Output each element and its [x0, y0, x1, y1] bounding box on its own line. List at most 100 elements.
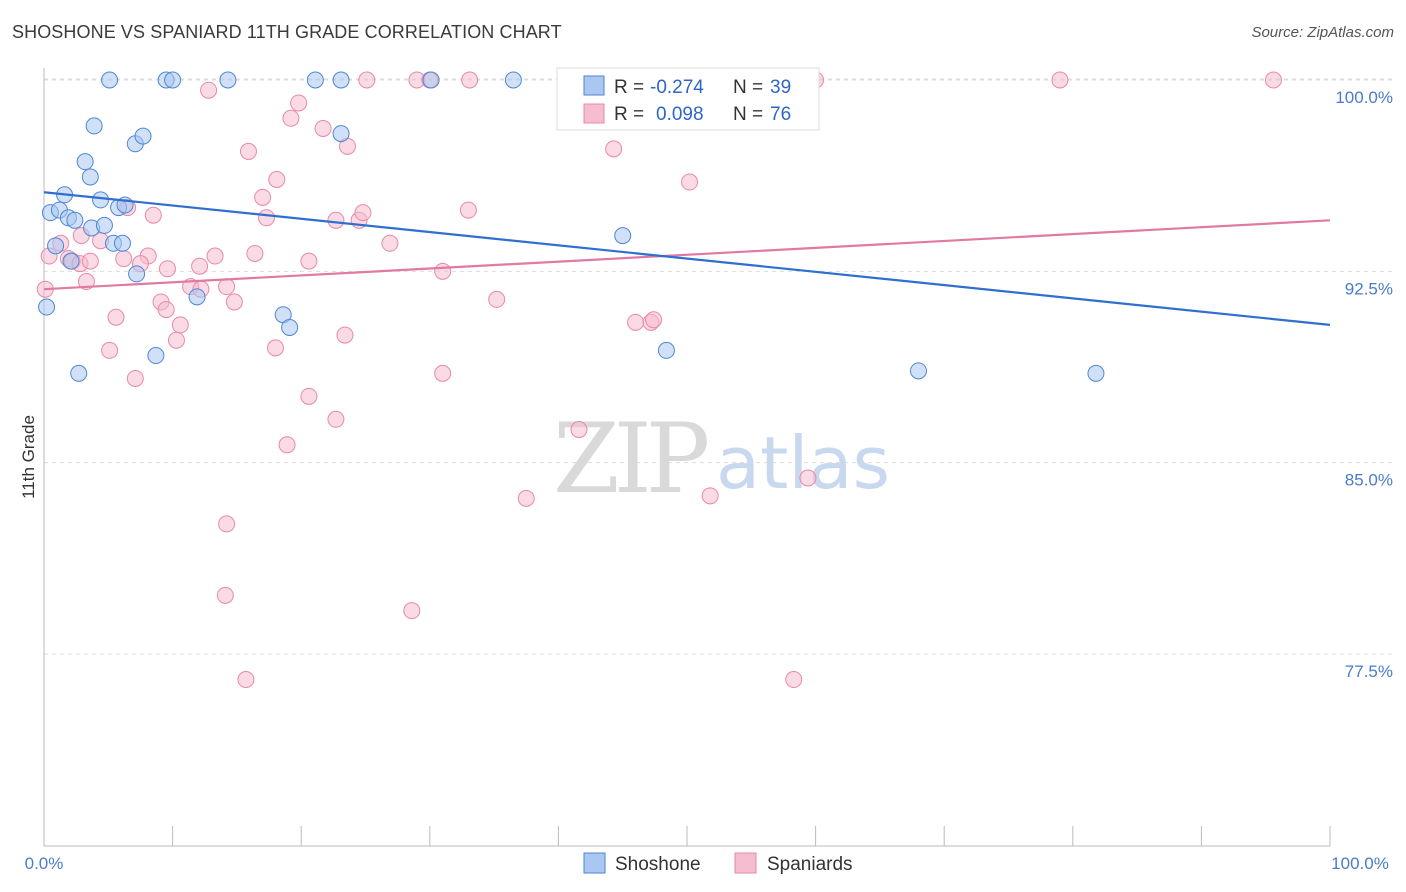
spaniards-point [570, 421, 588, 439]
trendline-spaniards [43, 219, 1331, 291]
legend-swatch-spaniards [583, 103, 605, 124]
legend-r-value-shoshone: -0.274 [650, 77, 704, 98]
spaniards-point [206, 247, 224, 265]
spaniards-point [358, 71, 376, 89]
shoshone-point [219, 71, 237, 89]
y-tick-label: 92.5% [1345, 279, 1393, 298]
spaniards-point [107, 308, 125, 326]
watermark-atlas: atlas [716, 421, 890, 505]
shoshone-point [134, 127, 152, 145]
spaniards-point [218, 515, 236, 533]
spaniards-point [627, 313, 645, 331]
spaniards-point [605, 140, 623, 158]
shoshone-point [85, 117, 103, 135]
shoshone-point [95, 216, 113, 234]
x-axis-ticks [43, 826, 1331, 846]
y-tick-label: 77.5% [1345, 662, 1393, 681]
shoshone-point [1087, 364, 1105, 382]
spaniards-point [1051, 71, 1069, 89]
watermark: ZIP atlas [553, 403, 890, 515]
series-legend: Shoshone Spaniards [583, 852, 853, 875]
spaniards-point [488, 290, 506, 308]
spaniards-point [115, 250, 133, 268]
shoshone-point [164, 71, 182, 89]
spaniards-point [1264, 71, 1282, 89]
legend-r-label-spaniards: R = [614, 104, 644, 125]
bottom-legend-label-spaniards: Spaniards [767, 854, 853, 875]
spaniards-point [200, 81, 218, 99]
spaniards-point [314, 119, 332, 137]
watermark-zip: ZIP [553, 403, 708, 515]
legend-r-value-spaniards: 0.098 [656, 104, 704, 125]
spaniards-point [327, 410, 345, 428]
gridlines [44, 78, 1393, 655]
shoshone-point [113, 234, 131, 252]
spaniards-point [799, 469, 817, 487]
spaniards-point [158, 260, 176, 278]
shoshone-point [70, 364, 88, 382]
spaniards-point [354, 204, 372, 222]
spaniards-point [257, 209, 275, 227]
spaniards-point [77, 273, 95, 291]
series-shoshone-points [38, 71, 1105, 382]
x-tick-label-min: 0.0% [25, 854, 64, 873]
shoshone-point [147, 347, 165, 365]
chart-title: SHOSHONE VS SPANIARD 11TH GRADE CORRELAT… [12, 22, 562, 42]
spaniards-point [254, 188, 272, 206]
spaniards-point [336, 326, 354, 344]
legend-n-label-shoshone: N = [733, 77, 763, 98]
spaniards-point [81, 252, 99, 270]
shoshone-point [62, 252, 80, 270]
spaniards-point [785, 671, 803, 689]
spaniards-point [266, 339, 284, 357]
spaniards-point [681, 173, 699, 191]
spaniards-point [282, 109, 300, 127]
shoshone-point [66, 211, 84, 229]
spaniards-point [381, 234, 399, 252]
legend-swatch-shoshone [583, 75, 605, 96]
spaniards-point [144, 206, 162, 224]
y-axis-label: 11th Grade [19, 415, 38, 499]
shoshone-point [281, 318, 299, 336]
bottom-legend-swatch-shoshone [583, 852, 606, 874]
spaniards-point [403, 602, 421, 620]
spaniards-point [171, 316, 189, 334]
legend-r-label-shoshone: R = [614, 77, 644, 98]
shoshone-point [306, 71, 324, 89]
x-tick-label-max: 100.0% [1331, 854, 1389, 873]
spaniards-point [327, 211, 345, 229]
y-tick-labels: 77.5% 85.0% 92.5% 100.0% [1335, 88, 1393, 681]
spaniards-point [434, 364, 452, 382]
chart-source: Source: ZipAtlas.com [1251, 24, 1394, 41]
spaniards-point [167, 331, 185, 349]
spaniards-point [218, 278, 236, 296]
spaniards-point [239, 142, 257, 160]
spaniards-point [246, 244, 264, 262]
spaniards-point [434, 262, 452, 280]
shoshone-point [422, 71, 440, 89]
shoshone-point [504, 71, 522, 89]
bottom-legend-label-shoshone: Shoshone [615, 854, 701, 875]
shoshone-point [47, 237, 65, 255]
legend-n-label-spaniards: N = [733, 104, 763, 125]
spaniards-point [459, 201, 477, 219]
shoshone-point [81, 168, 99, 186]
spaniards-point [300, 387, 318, 405]
spaniards-point [191, 257, 209, 275]
spaniards-point [268, 170, 286, 188]
shoshone-point [332, 71, 350, 89]
legend-n-value-spaniards: 76 [770, 104, 791, 125]
trendline-shoshone [43, 191, 1331, 327]
spaniards-point [290, 94, 308, 112]
spaniards-point [237, 671, 255, 689]
stats-legend: R = -0.274 N = 39 R = 0.098 N = 76 [556, 67, 820, 131]
spaniards-point [225, 293, 243, 311]
spaniards-point [126, 369, 144, 387]
shoshone-point [38, 298, 56, 316]
shoshone-point [128, 265, 146, 283]
spaniards-point [157, 301, 175, 319]
legend-n-value-shoshone: 39 [770, 77, 791, 98]
shoshone-point [909, 362, 927, 380]
shoshone-point [614, 227, 632, 245]
